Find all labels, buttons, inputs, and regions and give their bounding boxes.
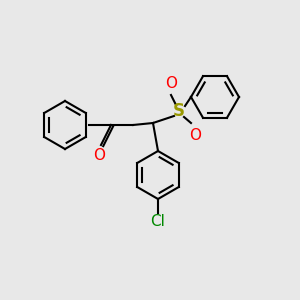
Text: O: O <box>93 148 105 163</box>
Text: Cl: Cl <box>151 214 165 229</box>
Text: O: O <box>189 128 201 142</box>
Text: S: S <box>173 102 185 120</box>
Text: O: O <box>165 76 177 91</box>
